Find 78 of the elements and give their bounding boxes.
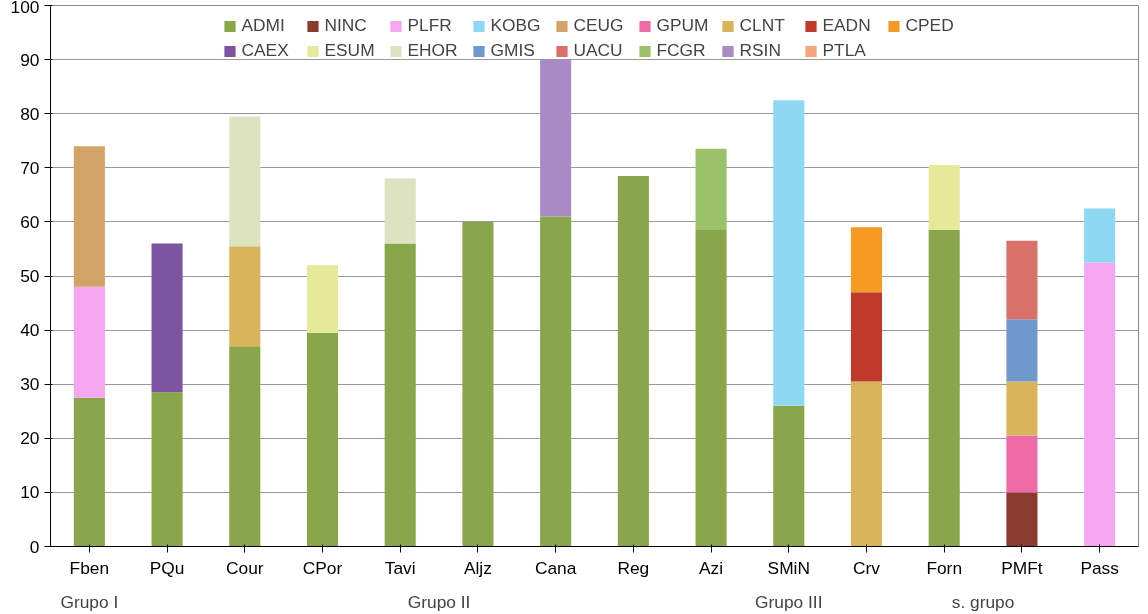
legend-label: EHOR <box>407 40 459 61</box>
bar <box>1084 262 1116 547</box>
bar <box>229 346 261 547</box>
legend-label: UACU <box>573 40 624 61</box>
text: Grupo II <box>407 591 471 612</box>
bar <box>695 148 727 231</box>
legend-label: PLFR <box>407 15 453 36</box>
bar <box>928 165 960 231</box>
bar <box>151 243 183 393</box>
bar <box>73 146 105 287</box>
bar <box>384 178 416 244</box>
legend-label: KOBG <box>490 15 542 36</box>
x-tick-label: Forn <box>926 557 963 578</box>
legend-label: CEUG <box>573 15 625 36</box>
legend-label: CAEX <box>241 40 290 61</box>
bar <box>928 230 960 547</box>
legend-label: GPUM <box>656 15 710 36</box>
bar <box>1084 208 1116 263</box>
y-tick-label: 90 <box>20 49 40 70</box>
bar <box>1006 435 1038 493</box>
x-tick-label: Cour <box>226 557 264 578</box>
bar <box>73 397 105 547</box>
bar <box>773 100 805 406</box>
x-tick-label: Reg <box>617 557 650 578</box>
legend-label: PTLA <box>822 40 867 61</box>
x-tick-label: PQu <box>149 557 185 578</box>
x-tick-label: Aljz <box>463 557 492 578</box>
legend-label: CPED <box>905 15 955 36</box>
x-tick-label: SMiN <box>767 557 810 578</box>
y-tick-label: 30 <box>20 374 40 395</box>
bar <box>306 265 339 333</box>
text: s. grupo <box>951 591 1015 612</box>
legend-label: ESUM <box>324 40 376 61</box>
x-tick-label: Cana <box>534 557 577 578</box>
bar <box>540 216 572 547</box>
x-tick-label: Fben <box>69 557 110 578</box>
text: Grupo I <box>60 591 119 612</box>
bar <box>540 59 572 217</box>
x-tick-label: Tavi <box>384 557 416 578</box>
legend-label: EADN <box>822 15 872 36</box>
bar <box>306 332 339 547</box>
bar <box>850 227 883 293</box>
x-tick-label: PMFt <box>1001 557 1043 578</box>
y-tick-label: 60 <box>20 211 40 232</box>
legend-label: ADMI <box>241 15 286 36</box>
bar <box>850 381 883 547</box>
x-tick-label: CPor <box>302 557 343 578</box>
y-tick-label: 20 <box>20 428 40 449</box>
legend-label: NINC <box>324 15 368 36</box>
bar <box>850 292 883 382</box>
y-tick-label: 10 <box>20 482 40 503</box>
x-tick-label: Crv <box>853 557 881 578</box>
x-tick-label: Azi <box>699 557 724 578</box>
bar <box>1006 381 1038 436</box>
bar <box>229 116 261 247</box>
y-tick-label: 70 <box>20 157 40 178</box>
bar <box>1006 240 1038 320</box>
y-tick-label: 50 <box>20 266 40 286</box>
bar <box>151 392 183 547</box>
bar <box>1006 319 1038 382</box>
text: Grupo III <box>755 591 823 612</box>
bar <box>462 221 494 547</box>
bar <box>695 230 727 547</box>
y-tick-label: 100 <box>10 0 40 17</box>
bar <box>384 243 416 547</box>
x-tick-label: Pass <box>1080 557 1120 578</box>
bar <box>229 246 261 347</box>
y-tick-label: 0 <box>29 536 40 557</box>
y-tick-label: 80 <box>20 103 40 124</box>
bar <box>73 286 105 398</box>
legend-label: CLNT <box>739 15 786 36</box>
bar <box>1006 492 1038 547</box>
y-tick-label: 40 <box>20 320 40 341</box>
legend-label: RSIN <box>739 40 782 61</box>
bar <box>617 175 649 547</box>
bar <box>773 405 805 547</box>
legend-label: GMIS <box>490 40 536 61</box>
legend-label: FCGR <box>656 40 707 61</box>
